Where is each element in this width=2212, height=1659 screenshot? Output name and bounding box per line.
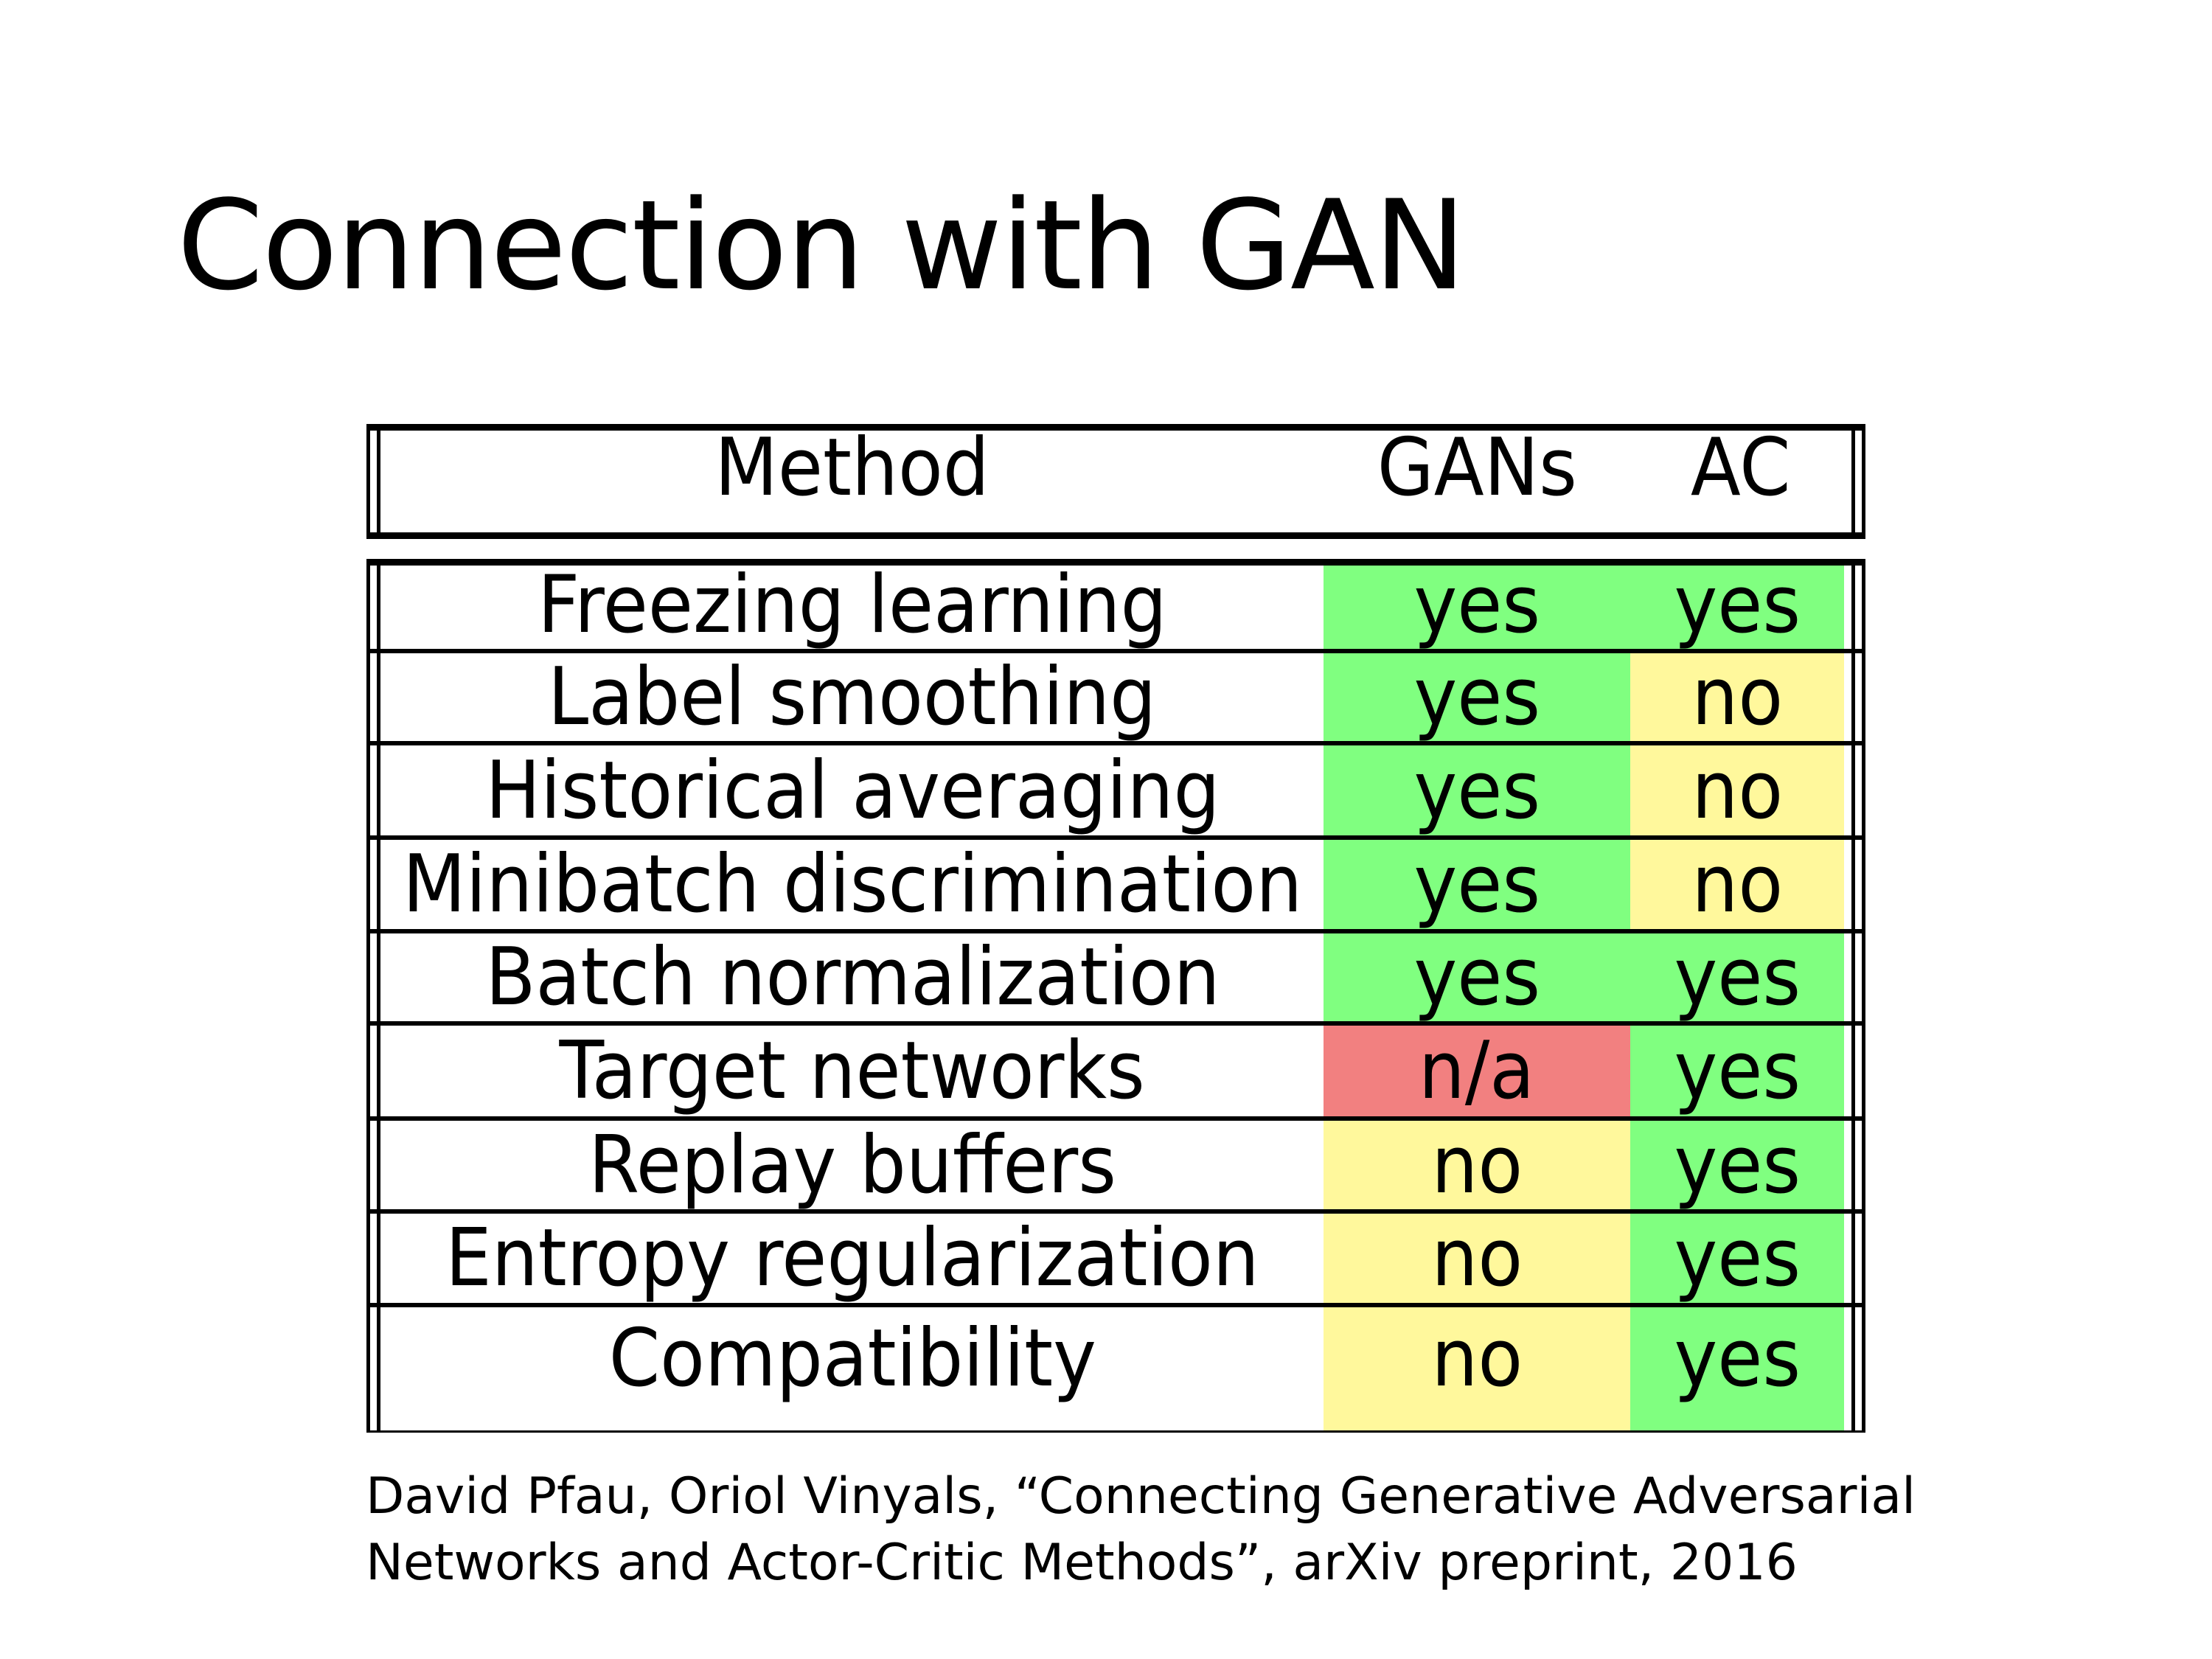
border (1851, 431, 1855, 532)
ac-cell: no (1630, 743, 1844, 838)
ac-cell: yes (1630, 1211, 1844, 1305)
method-cell: Compatibility (381, 1305, 1324, 1433)
gans-cell-text: yes (1413, 744, 1540, 837)
slide-title: Connection with GAN (177, 173, 1467, 318)
gans-cell-text: n/a (1419, 1025, 1535, 1117)
gans-cell-text: yes (1413, 651, 1540, 743)
ac-cell-text: yes (1674, 1119, 1801, 1211)
header-gans: GANs (1377, 421, 1577, 514)
ac-cell-text: no (1691, 838, 1783, 931)
citation: David Pfau, Oriol Vinyals, “Connecting G… (366, 1464, 1916, 1596)
row-divider (366, 835, 1865, 840)
border (377, 431, 380, 532)
gans-cell-text: yes (1413, 838, 1540, 931)
method-cell-text: Target networks (559, 1025, 1146, 1117)
method-cell: Replay buffers (381, 1119, 1324, 1211)
gans-cell: yes (1324, 931, 1630, 1023)
method-cell-text: Replay buffers (588, 1119, 1116, 1211)
method-cell-text: Batch normalization (484, 931, 1220, 1023)
gans-cell-text: yes (1413, 559, 1540, 651)
ac-cell: yes (1630, 1023, 1844, 1119)
ac-cell-text: yes (1674, 1212, 1801, 1304)
ac-cell-text: yes (1674, 931, 1801, 1023)
method-cell: Freezing learning (381, 559, 1324, 651)
method-cell-text: Compatibility (608, 1312, 1096, 1405)
method-cell: Batch normalization (381, 931, 1324, 1023)
border (1862, 559, 1865, 1433)
border (1862, 431, 1865, 532)
method-cell: Minibatch discrimination (381, 838, 1324, 931)
gans-cell: yes (1324, 559, 1630, 651)
method-cell: Entropy regularization (381, 1211, 1324, 1305)
gans-cell: yes (1324, 651, 1630, 743)
method-cell-text: Freezing learning (538, 559, 1167, 651)
table-header: Method GANs AC (366, 421, 1865, 539)
gans-cell: no (1324, 1305, 1630, 1433)
ac-cell: yes (1630, 1305, 1844, 1433)
row-divider (366, 1116, 1865, 1121)
ac-cell-text: yes (1674, 1025, 1801, 1117)
gans-cell-text: no (1431, 1212, 1523, 1304)
row-divider (366, 559, 1865, 566)
ac-cell: no (1630, 651, 1844, 743)
ac-cell: yes (1630, 1119, 1844, 1211)
ac-cell: yes (1630, 559, 1844, 651)
method-cell: Historical averaging (381, 743, 1324, 838)
ac-cell-text: yes (1674, 1312, 1801, 1405)
gans-cell: yes (1324, 743, 1630, 838)
ac-cell-text: no (1691, 651, 1783, 743)
row-divider (366, 1430, 1865, 1433)
border (1851, 559, 1855, 1433)
header-ac: AC (1691, 421, 1791, 514)
row-divider (366, 929, 1865, 933)
citation-line-2: Networks and Actor-Critic Methods”, arXi… (366, 1534, 1798, 1592)
gans-cell-text: no (1431, 1119, 1523, 1211)
method-cell-text: Label smoothing (548, 651, 1157, 743)
method-cell-text: Historical averaging (484, 744, 1220, 837)
gans-cell: no (1324, 1211, 1630, 1305)
gans-cell: yes (1324, 838, 1630, 931)
method-cell: Label smoothing (381, 651, 1324, 743)
row-divider (366, 1303, 1865, 1307)
gans-cell-text: no (1431, 1312, 1523, 1405)
row-divider (366, 741, 1865, 745)
ac-cell: no (1630, 838, 1844, 931)
row-divider (366, 1021, 1865, 1026)
gans-cell: no (1324, 1119, 1630, 1211)
method-cell-text: Minibatch discrimination (402, 838, 1303, 931)
border (366, 431, 370, 532)
row-divider (366, 1209, 1865, 1214)
ac-cell-text: no (1691, 744, 1783, 837)
method-cell: Target networks (381, 1023, 1324, 1119)
row-divider (366, 649, 1865, 653)
citation-line-1: David Pfau, Oriol Vinyals, “Connecting G… (366, 1467, 1916, 1526)
ac-cell-text: yes (1674, 559, 1801, 651)
gans-cell: n/a (1324, 1023, 1630, 1119)
border (366, 559, 370, 1433)
border (377, 559, 380, 1433)
method-cell-text: Entropy regularization (445, 1212, 1259, 1304)
header-method: Method (714, 421, 990, 514)
table-body: Freezing learning yes yes Label smoothing ye… (366, 559, 1865, 1433)
gans-cell-text: yes (1413, 931, 1540, 1023)
ac-cell: yes (1630, 931, 1844, 1023)
